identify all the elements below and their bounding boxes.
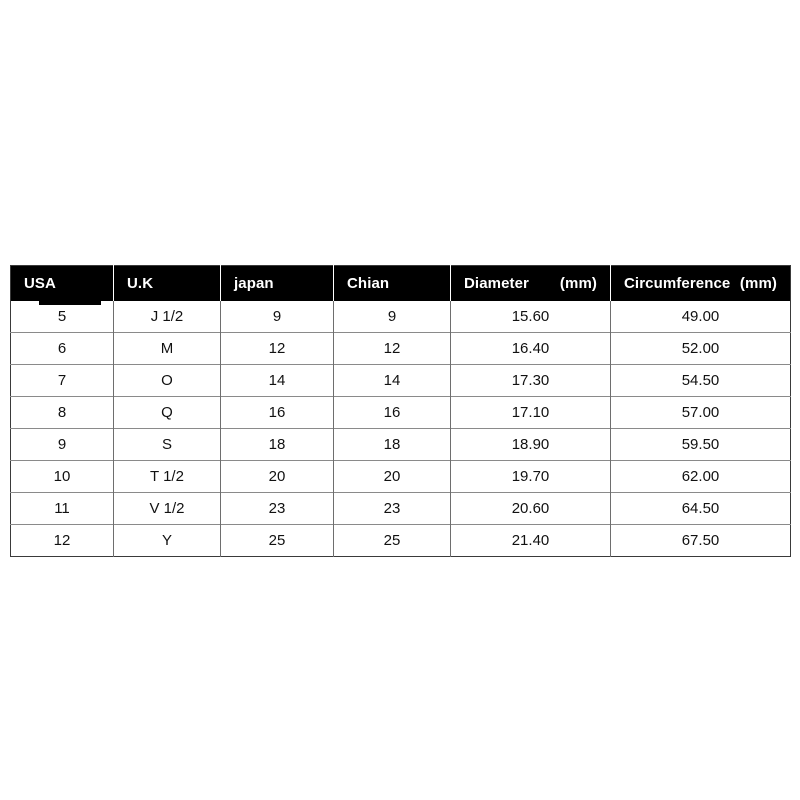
cell-uk: Y (113, 524, 221, 557)
cell-japan: 16 (220, 396, 334, 429)
cell-dia: 17.30 (450, 364, 611, 397)
column-header-chian-label: Chian (347, 275, 390, 292)
cell-chian: 12 (333, 332, 451, 365)
cell-japan: 20 (220, 460, 334, 493)
cell-uk: J 1/2 (113, 301, 221, 333)
cell-chian: 20 (333, 460, 451, 493)
column-header-diameter-label: Diameter (464, 275, 529, 292)
table-row: 8 Q 16 16 17.10 57.00 (10, 396, 791, 429)
column-header-circumference: Circumference (mm) (610, 265, 791, 301)
cell-chian: 9 (333, 301, 451, 333)
cell-circ: 62.00 (610, 460, 791, 493)
column-header-usa: USA (10, 265, 114, 305)
cell-dia: 15.60 (450, 301, 611, 333)
cell-chian: 14 (333, 364, 451, 397)
cell-uk: O (113, 364, 221, 397)
table-header-row: USA U.K japan Chian Diameter (mm) Circum (10, 265, 791, 305)
table-row: 9 S 18 18 18.90 59.50 (10, 428, 791, 461)
cell-dia: 18.90 (450, 428, 611, 461)
cell-japan: 18 (220, 428, 334, 461)
cell-circ: 57.00 (610, 396, 791, 429)
table-row: 6 M 12 12 16.40 52.00 (10, 332, 791, 365)
cell-dia: 17.10 (450, 396, 611, 429)
column-header-usa-label: USA (24, 275, 56, 292)
cell-uk: S (113, 428, 221, 461)
header-notch-artifact (39, 300, 101, 305)
column-header-circumference-unit: (mm) (739, 275, 777, 292)
column-header-circumference-label: Circumference (624, 275, 731, 292)
cell-usa: 11 (10, 492, 114, 525)
cell-usa: 5 (10, 301, 114, 333)
cell-dia: 16.40 (450, 332, 611, 365)
cell-chian: 18 (333, 428, 451, 461)
cell-uk: Q (113, 396, 221, 429)
column-header-diameter-unit: (mm) (559, 275, 597, 292)
cell-japan: 14 (220, 364, 334, 397)
ring-size-chart-table: USA U.K japan Chian Diameter (mm) Circum (10, 265, 791, 557)
column-header-uk: U.K (113, 265, 221, 301)
cell-circ: 64.50 (610, 492, 791, 525)
cell-usa: 9 (10, 428, 114, 461)
cell-usa: 7 (10, 364, 114, 397)
cell-japan: 12 (220, 332, 334, 365)
table-header: USA U.K japan Chian Diameter (mm) Circum (10, 265, 791, 305)
cell-japan: 23 (220, 492, 334, 525)
cell-japan: 25 (220, 524, 334, 557)
cell-usa: 8 (10, 396, 114, 429)
table-row: 11 V 1/2 23 23 20.60 64.50 (10, 492, 791, 525)
cell-uk: V 1/2 (113, 492, 221, 525)
cell-chian: 23 (333, 492, 451, 525)
column-header-diameter: Diameter (mm) (450, 265, 611, 301)
cell-circ: 54.50 (610, 364, 791, 397)
column-header-japan: japan (220, 265, 334, 301)
table-row: 7 O 14 14 17.30 54.50 (10, 364, 791, 397)
table-row: 12 Y 25 25 21.40 67.50 (10, 524, 791, 557)
cell-japan: 9 (220, 301, 334, 333)
cell-usa: 6 (10, 332, 114, 365)
cell-uk: M (113, 332, 221, 365)
cell-dia: 21.40 (450, 524, 611, 557)
cell-circ: 67.50 (610, 524, 791, 557)
column-header-chian: Chian (333, 265, 451, 301)
cell-dia: 19.70 (450, 460, 611, 493)
cell-chian: 16 (333, 396, 451, 429)
cell-circ: 59.50 (610, 428, 791, 461)
cell-usa: 10 (10, 460, 114, 493)
cell-circ: 52.00 (610, 332, 791, 365)
cell-circ: 49.00 (610, 301, 791, 333)
column-header-uk-label: U.K (127, 275, 154, 292)
column-header-japan-label: japan (234, 275, 274, 292)
cell-uk: T 1/2 (113, 460, 221, 493)
table-row: 10 T 1/2 20 20 19.70 62.00 (10, 460, 791, 493)
cell-chian: 25 (333, 524, 451, 557)
cell-usa: 12 (10, 524, 114, 557)
cell-dia: 20.60 (450, 492, 611, 525)
